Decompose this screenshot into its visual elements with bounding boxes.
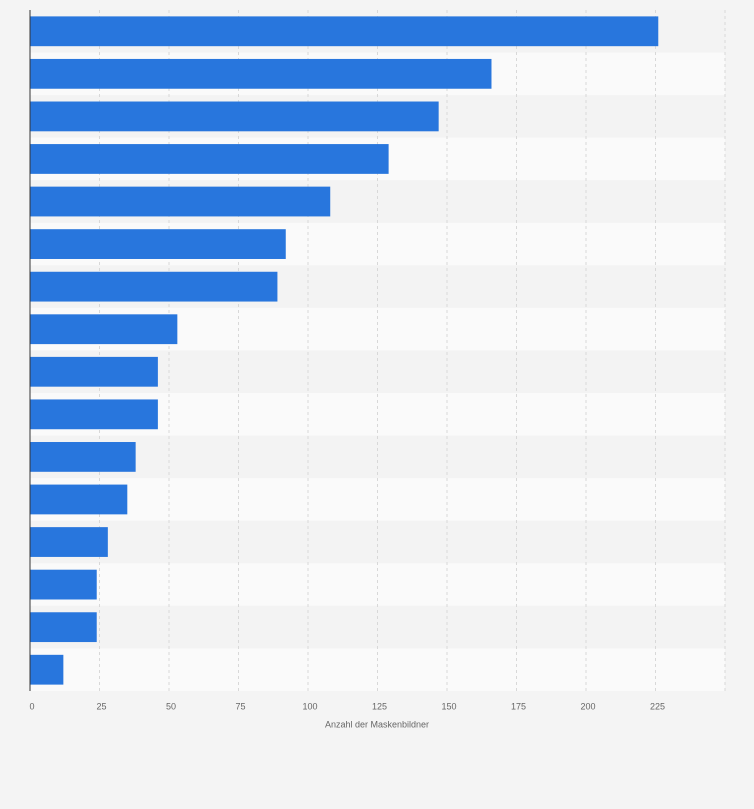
x-tick-label: 150 bbox=[441, 701, 456, 711]
x-tick-label: 200 bbox=[580, 701, 595, 711]
bar bbox=[30, 101, 439, 132]
bar bbox=[30, 271, 278, 302]
bar bbox=[30, 527, 108, 557]
x-tick-label: 75 bbox=[235, 701, 245, 711]
bar bbox=[30, 399, 158, 430]
x-tick-label: 25 bbox=[96, 701, 106, 711]
x-tick-label: 100 bbox=[302, 701, 317, 711]
bar bbox=[30, 569, 97, 600]
bars bbox=[30, 16, 659, 685]
x-tick-label: 125 bbox=[372, 701, 387, 711]
x-tick-label: 225 bbox=[650, 701, 665, 711]
bar bbox=[30, 186, 331, 217]
x-tick-label: 0 bbox=[29, 701, 34, 711]
bar bbox=[30, 16, 659, 47]
bar bbox=[30, 484, 128, 515]
bar bbox=[30, 144, 389, 174]
bar bbox=[30, 356, 158, 387]
bar bbox=[30, 229, 286, 259]
bar bbox=[30, 654, 64, 685]
x-tick-label: 50 bbox=[166, 701, 176, 711]
bar bbox=[30, 442, 136, 472]
x-tick-label: 175 bbox=[511, 701, 526, 711]
x-axis-label: Anzahl der Maskenbildner bbox=[325, 719, 429, 729]
bar bbox=[30, 314, 178, 345]
bar bbox=[30, 58, 492, 89]
bar bbox=[30, 612, 97, 643]
